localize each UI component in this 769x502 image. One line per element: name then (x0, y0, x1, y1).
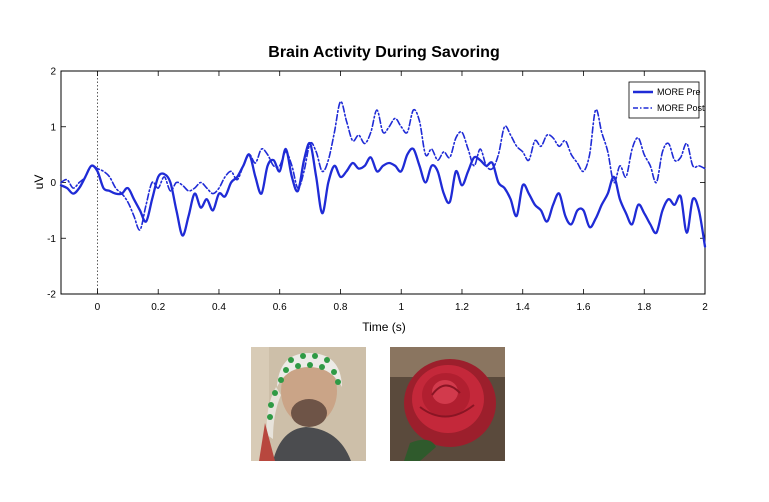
eeg-line-chart: Brain Activity During Savoring 0 0.2 0.4 0.… (32, 44, 708, 334)
x-axis-label: Time (s) (362, 320, 406, 334)
legend-box (628, 81, 700, 119)
x-tick-label: 1.6 (577, 302, 591, 313)
x-tick-label: 1 (398, 302, 404, 313)
x-tick-label: 0 (95, 302, 101, 313)
x-tick-label: 0.6 (273, 302, 287, 313)
x-tick-label: 0.2 (151, 302, 165, 313)
x-tick-label: 1.4 (516, 302, 530, 313)
chart-title: Brain Activity During Savoring (268, 44, 499, 61)
x-tick-label: 0.8 (334, 302, 348, 313)
y-tick-label: -1 (47, 234, 56, 245)
y-axis-label: uV (32, 175, 46, 190)
eeg-cap-photo (251, 347, 366, 461)
plot-frame (60, 70, 706, 295)
rose-photo (390, 347, 505, 461)
y-tick-label: 1 (50, 122, 56, 133)
x-tick-label: 0.4 (212, 302, 226, 313)
legend-label-post: MORE Post (657, 103, 705, 113)
x-tick-label: 1.8 (637, 302, 651, 313)
x-tick-label: 1.2 (455, 302, 469, 313)
x-tick-label: 2 (702, 302, 708, 313)
legend-label-pre: MORE Pre (657, 87, 701, 97)
series-line-more-post (60, 100, 706, 231)
y-tick-label: 0 (50, 178, 56, 189)
series-line-more-pre (59, 141, 707, 248)
y-tick-label: 2 (50, 67, 56, 78)
y-tick-label: -2 (47, 290, 56, 301)
chart-legend: MORE Pre MORE Post (628, 81, 705, 119)
